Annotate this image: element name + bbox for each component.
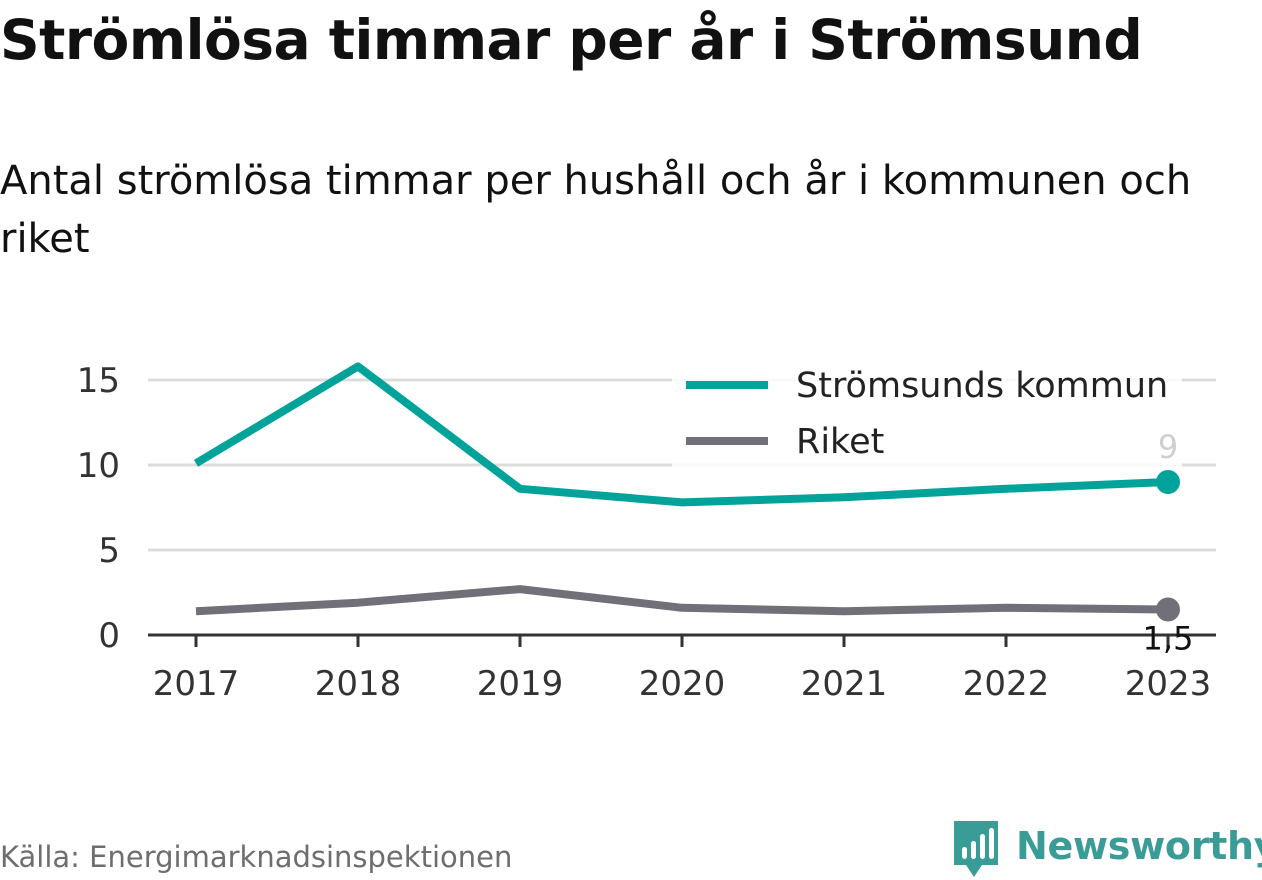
y-tick-label: 10 <box>77 446 120 486</box>
x-tick-label: 2022 <box>963 664 1050 704</box>
end-value-label: 1,5 <box>1143 620 1194 658</box>
x-tick-label: 2017 <box>153 664 240 704</box>
x-tick-label: 2018 <box>315 664 402 704</box>
y-tick-label: 0 <box>98 616 120 656</box>
legend-label: Strömsunds kommun <box>796 366 1168 406</box>
legend-label: Riket <box>796 422 884 462</box>
end-marker-riket <box>1156 598 1180 622</box>
y-tick-label: 5 <box>98 531 120 571</box>
brand-logo[interactable]: Newsworthy <box>950 818 1262 880</box>
y-tick-label: 15 <box>77 361 120 401</box>
brand-name: Newsworthy <box>1016 824 1262 868</box>
newsworthy-logo-icon <box>950 819 1002 879</box>
x-tick-label: 2020 <box>639 664 726 704</box>
end-value-label: 9 <box>1158 428 1178 466</box>
x-tick-label: 2021 <box>801 664 888 704</box>
source-note: Källa: Energimarknadsinspektionen <box>0 840 512 874</box>
end-marker-stromsund <box>1156 470 1180 494</box>
x-tick-label: 2019 <box>477 664 564 704</box>
x-tick-label: 2023 <box>1125 664 1212 704</box>
line-chart: 0 5 10 15 2017 2018 2019 2020 2021 2022 2023 Ströms… <box>0 0 1262 760</box>
